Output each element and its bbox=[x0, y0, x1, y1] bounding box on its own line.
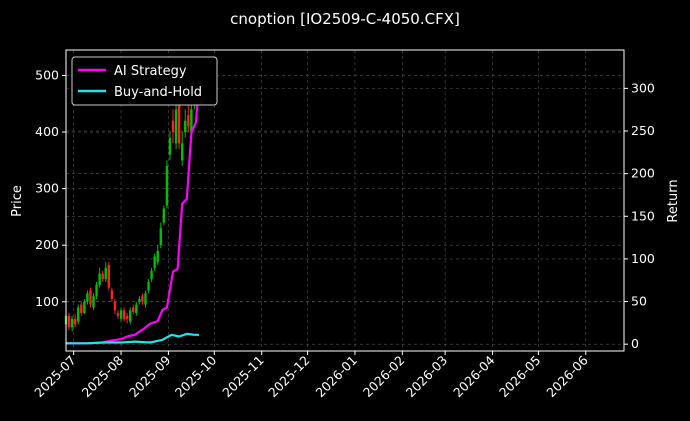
candle-body bbox=[187, 115, 190, 127]
y-axis-label-right: Return bbox=[666, 179, 681, 222]
candle-body bbox=[89, 290, 92, 305]
candle-body bbox=[135, 304, 138, 314]
candle-body bbox=[92, 296, 95, 308]
candle-body bbox=[180, 143, 184, 161]
y-tick-label-right: 50 bbox=[631, 294, 647, 309]
candle-body bbox=[83, 301, 86, 314]
candle-body bbox=[184, 120, 187, 133]
candle-body bbox=[86, 293, 89, 302]
candle-body bbox=[98, 273, 101, 285]
y-tick-label-left: 200 bbox=[35, 237, 59, 252]
candle-body bbox=[156, 250, 159, 263]
y-tick-label-right: 200 bbox=[631, 166, 655, 181]
y-axis-label-left: Price bbox=[10, 185, 25, 217]
y-tick-label-left: 100 bbox=[35, 294, 59, 309]
candle-body bbox=[177, 98, 181, 144]
candle-body bbox=[113, 301, 117, 311]
candle-body bbox=[129, 310, 132, 322]
candle-body bbox=[168, 137, 172, 155]
candle-body bbox=[171, 120, 175, 133]
candle-body bbox=[153, 256, 156, 268]
y-tick-label-left: 500 bbox=[35, 67, 59, 82]
candle-body bbox=[190, 109, 193, 133]
legend-label-ai-strategy: AI Strategy bbox=[114, 64, 187, 79]
candle-body bbox=[107, 265, 111, 288]
candle-body bbox=[80, 304, 83, 314]
candle-body bbox=[132, 307, 135, 312]
candle-body bbox=[122, 310, 126, 319]
y-tick-label-right: 100 bbox=[631, 251, 655, 266]
candle-body bbox=[104, 267, 107, 280]
candle-body bbox=[110, 290, 114, 299]
plot-frame bbox=[65, 49, 625, 352]
candle-body bbox=[70, 318, 74, 328]
candle-body bbox=[144, 293, 147, 305]
y-tick-label-right: 250 bbox=[631, 123, 655, 138]
series-line-buy-and-hold bbox=[66, 332, 199, 345]
right-axis: 0 50 100 150 200 250 300 bbox=[624, 80, 655, 351]
candle-body bbox=[147, 281, 150, 291]
candle-body bbox=[141, 296, 144, 302]
candle-body bbox=[174, 109, 178, 144]
candle-body bbox=[159, 228, 162, 246]
y-tick-label-left: 300 bbox=[35, 181, 59, 196]
candle-body bbox=[73, 318, 77, 325]
y-tick-label-left: 400 bbox=[35, 124, 59, 139]
candle-body bbox=[125, 315, 129, 319]
candle-body bbox=[138, 298, 141, 302]
y-tick-label-right: 150 bbox=[631, 208, 655, 223]
legend: AI Strategy Buy-and-Hold bbox=[71, 56, 218, 106]
candles bbox=[64, 64, 199, 333]
candle-body bbox=[119, 310, 123, 319]
y-tick-label-right: 0 bbox=[631, 336, 639, 351]
candle-body bbox=[95, 284, 98, 297]
legend-box bbox=[71, 56, 218, 106]
candle-body bbox=[77, 307, 80, 322]
candle-body bbox=[116, 313, 120, 316]
candle-body bbox=[101, 273, 104, 280]
legend-label-buy-and-hold: Buy-and-Hold bbox=[114, 85, 202, 100]
candle-body bbox=[162, 208, 166, 223]
y-tick-label-right: 300 bbox=[631, 80, 655, 95]
series-lines bbox=[66, 84, 201, 345]
series-line-ai-strategy bbox=[66, 84, 201, 345]
candle-body bbox=[67, 315, 71, 328]
left-axis: 100 200 300 400 500 bbox=[35, 67, 66, 309]
candle-body bbox=[150, 270, 153, 280]
chart-title: cnoption [IO2509-C-4050.CFX] bbox=[230, 10, 460, 28]
candle-body bbox=[165, 165, 169, 206]
